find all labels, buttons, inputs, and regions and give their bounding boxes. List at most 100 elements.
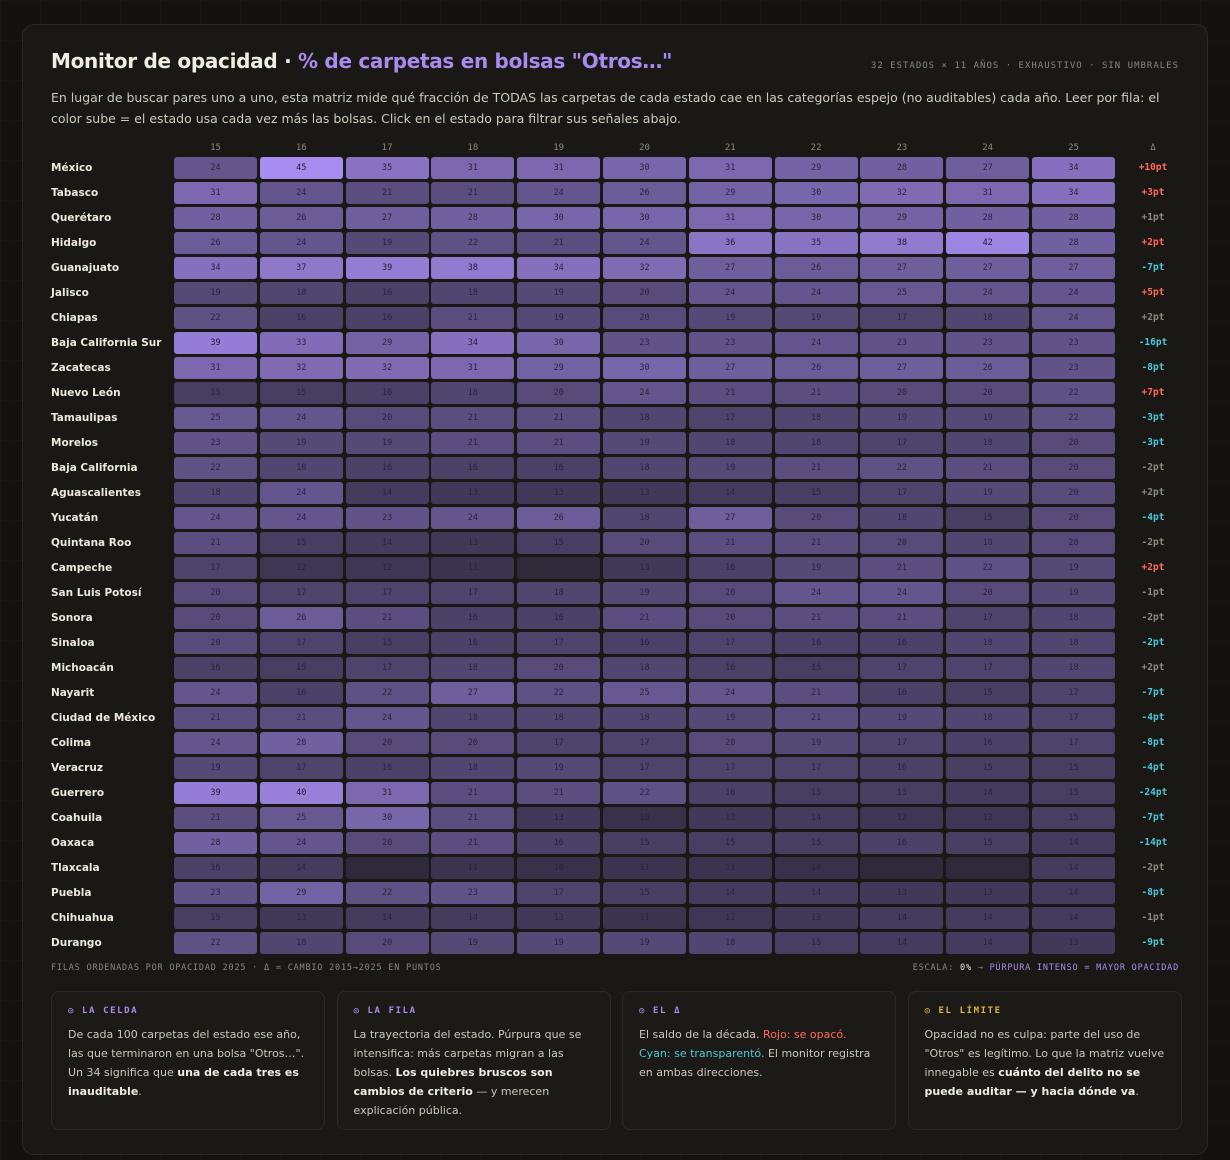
delta-value: -8pt — [1141, 362, 1165, 373]
matrix-cell: 16 — [688, 657, 772, 679]
state-filter-link[interactable]: Morelos — [51, 437, 99, 449]
matrix-cell: 19 — [946, 482, 1030, 504]
matrix-cell: 31 — [688, 207, 772, 229]
matrix-cell: 20 — [603, 532, 686, 554]
matrix-cell: 26 — [603, 182, 686, 204]
matrix-cell: 30 — [603, 157, 686, 179]
matrix-cell: 19 — [1032, 582, 1115, 604]
state-filter-link[interactable]: San Luis Potosí — [51, 587, 142, 599]
matrix-cell: 20 — [431, 732, 515, 754]
matrix-cell: 13 — [431, 482, 515, 504]
table-row: Hidalgo 26 24 19 22 21 24 36 35 38 42 28 +2pt — [51, 232, 1181, 257]
matrix-cell: 29 — [517, 357, 601, 379]
state-filter-link[interactable]: Quintana Roo — [51, 537, 132, 549]
state-filter-link[interactable]: Baja California — [51, 462, 138, 474]
matrix-cell: 34 — [517, 257, 601, 279]
matrix-cell: 17 — [259, 582, 343, 604]
state-filter-link[interactable]: Michoacán — [51, 662, 114, 674]
state-filter-link[interactable]: Nuevo León — [51, 387, 121, 399]
matrix-cell: 18 — [259, 457, 343, 479]
matrix-cell: 15 — [174, 907, 257, 929]
state-filter-link[interactable]: Sonora — [51, 612, 93, 624]
state-filter-link[interactable]: Yucatán — [51, 512, 99, 524]
matrix-cell: 27 — [1032, 257, 1115, 279]
state-filter-link[interactable]: Colima — [51, 737, 92, 749]
matrix-cell: 19 — [517, 757, 601, 779]
matrix-cell: 18 — [603, 407, 686, 429]
matrix-cell: 30 — [774, 207, 858, 229]
matrix-cell: 11 — [431, 557, 515, 579]
table-row: Tlaxcala 16 14 11 10 11 11 10 14 -2pt — [51, 857, 1181, 882]
matrix-cell: 37 — [259, 257, 343, 279]
matrix-cell: 12 — [860, 807, 944, 829]
matrix-cell: 24 — [174, 157, 257, 179]
matrix-cell: 21 — [774, 682, 858, 704]
state-filter-link[interactable]: Guerrero — [51, 787, 105, 799]
state-filter-link[interactable]: Campeche — [51, 562, 113, 574]
matrix-cell: 20 — [1032, 482, 1115, 504]
matrix-cell: 22 — [946, 557, 1030, 579]
matrix-cell: 22 — [517, 682, 601, 704]
card-heading: ◎ EL Δ — [639, 1006, 682, 1016]
state-filter-link[interactable]: Chihuahua — [51, 912, 114, 924]
matrix-cell: 16 — [259, 307, 343, 329]
matrix-cell: 23 — [174, 882, 257, 904]
state-filter-link[interactable]: Durango — [51, 937, 102, 949]
table-row: Campeche 17 12 12 11 13 16 19 21 22 19 +2pt — [51, 557, 1181, 582]
delta-value: +2pt — [1141, 487, 1165, 498]
state-filter-link[interactable]: Baja California Sur — [51, 337, 162, 349]
matrix-cell: 18 — [946, 707, 1030, 729]
state-filter-link[interactable]: Tlaxcala — [51, 862, 100, 874]
matrix-cell: 18 — [517, 707, 601, 729]
state-filter-link[interactable]: Jalisco — [51, 287, 89, 299]
state-filter-link[interactable]: Tabasco — [51, 187, 99, 199]
state-filter-link[interactable]: Hidalgo — [51, 237, 97, 249]
matrix-cell: 17 — [860, 432, 944, 454]
matrix-cell: 26 — [946, 357, 1030, 379]
year-header-16: 16 — [295, 143, 307, 153]
matrix-cell — [860, 857, 944, 879]
state-filter-link[interactable]: Coahuila — [51, 812, 103, 824]
matrix-cell: 21 — [174, 532, 257, 554]
matrix-cell: 24 — [259, 232, 343, 254]
matrix-cell: 34 — [431, 332, 515, 354]
state-filter-link[interactable]: Aguascalientes — [51, 487, 141, 499]
table-row: Coahuila 21 25 30 21 13 10 13 14 12 12 15 -7pt — [51, 807, 1181, 832]
scale-label: ESCALA: — [912, 963, 961, 973]
matrix-cell: 20 — [174, 632, 257, 654]
state-filter-link[interactable]: México — [51, 162, 93, 174]
matrix-cell: 18 — [946, 632, 1030, 654]
matrix-cell: 21 — [517, 232, 601, 254]
state-filter-link[interactable]: Puebla — [51, 887, 92, 899]
table-row: Chihuahua 15 13 14 14 13 11 12 13 14 14 14 -1pt — [51, 907, 1181, 932]
state-filter-link[interactable]: Oaxaca — [51, 837, 95, 849]
state-filter-link[interactable]: Chiapas — [51, 312, 98, 324]
state-filter-link[interactable]: Querétaro — [51, 212, 112, 224]
card-heading: ◎ EL LÍMITE — [924, 1006, 1002, 1016]
state-filter-link[interactable]: Nayarit — [51, 687, 95, 699]
matrix-cell: 19 — [774, 557, 858, 579]
matrix-cell: 17 — [946, 657, 1030, 679]
matrix-cell: 13 — [1032, 932, 1115, 954]
matrix-cell: 22 — [174, 932, 257, 954]
matrix-cell: 25 — [259, 807, 343, 829]
year-header-23: 23 — [896, 143, 908, 153]
state-filter-link[interactable]: Tamaulipas — [51, 412, 118, 424]
matrix-cell: 13 — [603, 482, 686, 504]
state-filter-link[interactable]: Sinaloa — [51, 637, 95, 649]
state-filter-link[interactable]: Veracruz — [51, 762, 103, 774]
matrix-cell: 21 — [517, 407, 601, 429]
state-filter-link[interactable]: Guanajuato — [51, 262, 120, 274]
table-row: Michoacán 16 15 17 18 20 18 16 15 17 17 18 +2pt — [51, 657, 1181, 682]
scale-arrow: → — [971, 963, 990, 973]
matrix-cell: 17 — [688, 407, 772, 429]
matrix-cell: 30 — [517, 207, 601, 229]
delta-value: -2pt — [1141, 612, 1165, 623]
matrix-cell: 21 — [603, 607, 686, 629]
matrix-cell: 30 — [774, 182, 858, 204]
state-filter-link[interactable]: Ciudad de México — [51, 712, 156, 724]
matrix-cell: 32 — [345, 357, 429, 379]
matrix-cell: 30 — [603, 207, 686, 229]
state-filter-link[interactable]: Zacatecas — [51, 362, 111, 374]
opacity-monitor-panel: Monitor de opacidad · % de carpetas en b… — [22, 24, 1208, 1155]
